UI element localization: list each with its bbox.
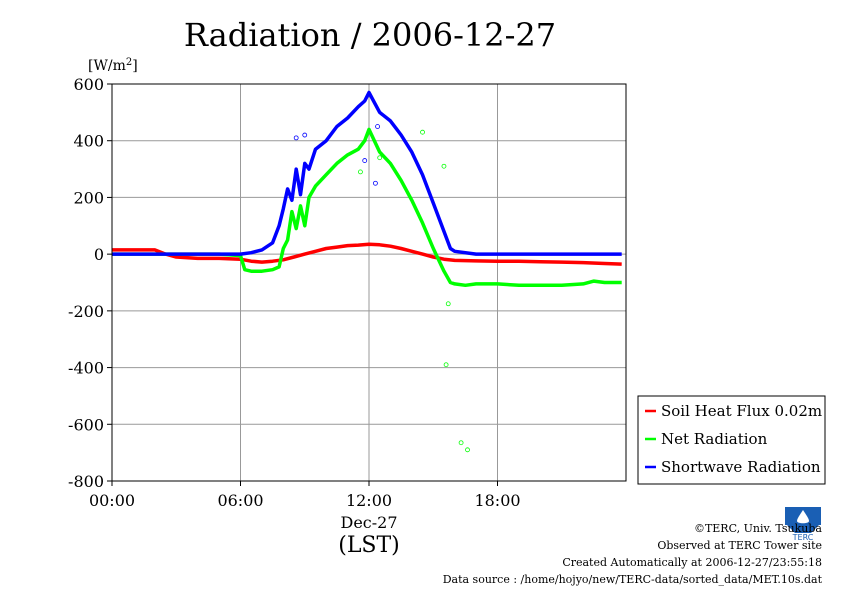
footer-created: Created Automatically at 2006-12-27/23:5… bbox=[562, 556, 822, 569]
footer-source: Data source : /home/hojyo/new/TERC-data/… bbox=[442, 573, 822, 586]
legend-label: Soil Heat Flux 0.02m bbox=[661, 402, 822, 420]
series-line-shortwave-radiation bbox=[112, 90, 622, 256]
outlier-point bbox=[358, 169, 363, 175]
y-tick-label: -400 bbox=[68, 359, 104, 378]
outlier-point bbox=[458, 440, 464, 446]
outlier-point bbox=[377, 155, 383, 161]
outlier-point bbox=[441, 163, 447, 169]
outlier-points bbox=[293, 124, 470, 453]
x-tick-label: 06:00 bbox=[217, 491, 263, 510]
plot-frame bbox=[111, 83, 627, 482]
y-tick-label: 400 bbox=[73, 132, 104, 151]
terc-logo-icon: TERC bbox=[781, 503, 825, 542]
grid-lines bbox=[111, 83, 626, 482]
outlier-point bbox=[375, 124, 380, 129]
outlier-point bbox=[373, 180, 378, 186]
y-axis-ticks: 600 400 200 0 -200 -400 -600 -800 bbox=[68, 75, 112, 491]
legend-box bbox=[637, 395, 826, 485]
y-axis-unit: [W/m2] bbox=[88, 57, 138, 74]
legend-label: Net Radiation bbox=[661, 430, 768, 448]
outlier-point bbox=[445, 301, 451, 307]
footer-copyright: ©TERC, Univ. Tsukuba bbox=[693, 522, 822, 535]
outlier-point bbox=[420, 129, 425, 135]
y-tick-label: 0 bbox=[94, 245, 104, 264]
x-tick-label: 12:00 bbox=[346, 491, 392, 510]
logo-text: TERC bbox=[792, 533, 814, 541]
series-line-soil-heat-flux-0-02m bbox=[112, 242, 622, 266]
footer-observed: Observed at TERC Tower site bbox=[657, 539, 822, 552]
x-axis-label: (LST) bbox=[338, 533, 400, 558]
outlier-point bbox=[465, 447, 470, 453]
chart-title: Radiation / 2006-12-27 bbox=[184, 16, 556, 54]
y-tick-label: -200 bbox=[68, 302, 104, 321]
x-axis-date-label: Dec-27 bbox=[340, 513, 397, 532]
legend: Soil Heat Flux 0.02m Net Radiation Shortwa… bbox=[637, 395, 826, 485]
outlier-point bbox=[302, 132, 308, 138]
x-tick-label: 00:00 bbox=[89, 491, 135, 510]
legend-label: Shortwave Radiation bbox=[661, 458, 821, 476]
x-axis-ticks: 00:00 06:00 12:00 18:00 bbox=[89, 481, 521, 510]
y-tick-label: 200 bbox=[73, 188, 104, 207]
y-tick-label: -600 bbox=[68, 415, 104, 434]
x-tick-label: 18:00 bbox=[474, 491, 520, 510]
y-tick-label: -800 bbox=[68, 472, 104, 491]
outlier-point bbox=[293, 135, 299, 141]
y-tick-label: 600 bbox=[73, 75, 104, 94]
outlier-point bbox=[443, 362, 449, 368]
series-lines bbox=[112, 90, 622, 288]
series-line-net-radiation bbox=[112, 127, 622, 288]
outlier-point bbox=[362, 158, 368, 163]
